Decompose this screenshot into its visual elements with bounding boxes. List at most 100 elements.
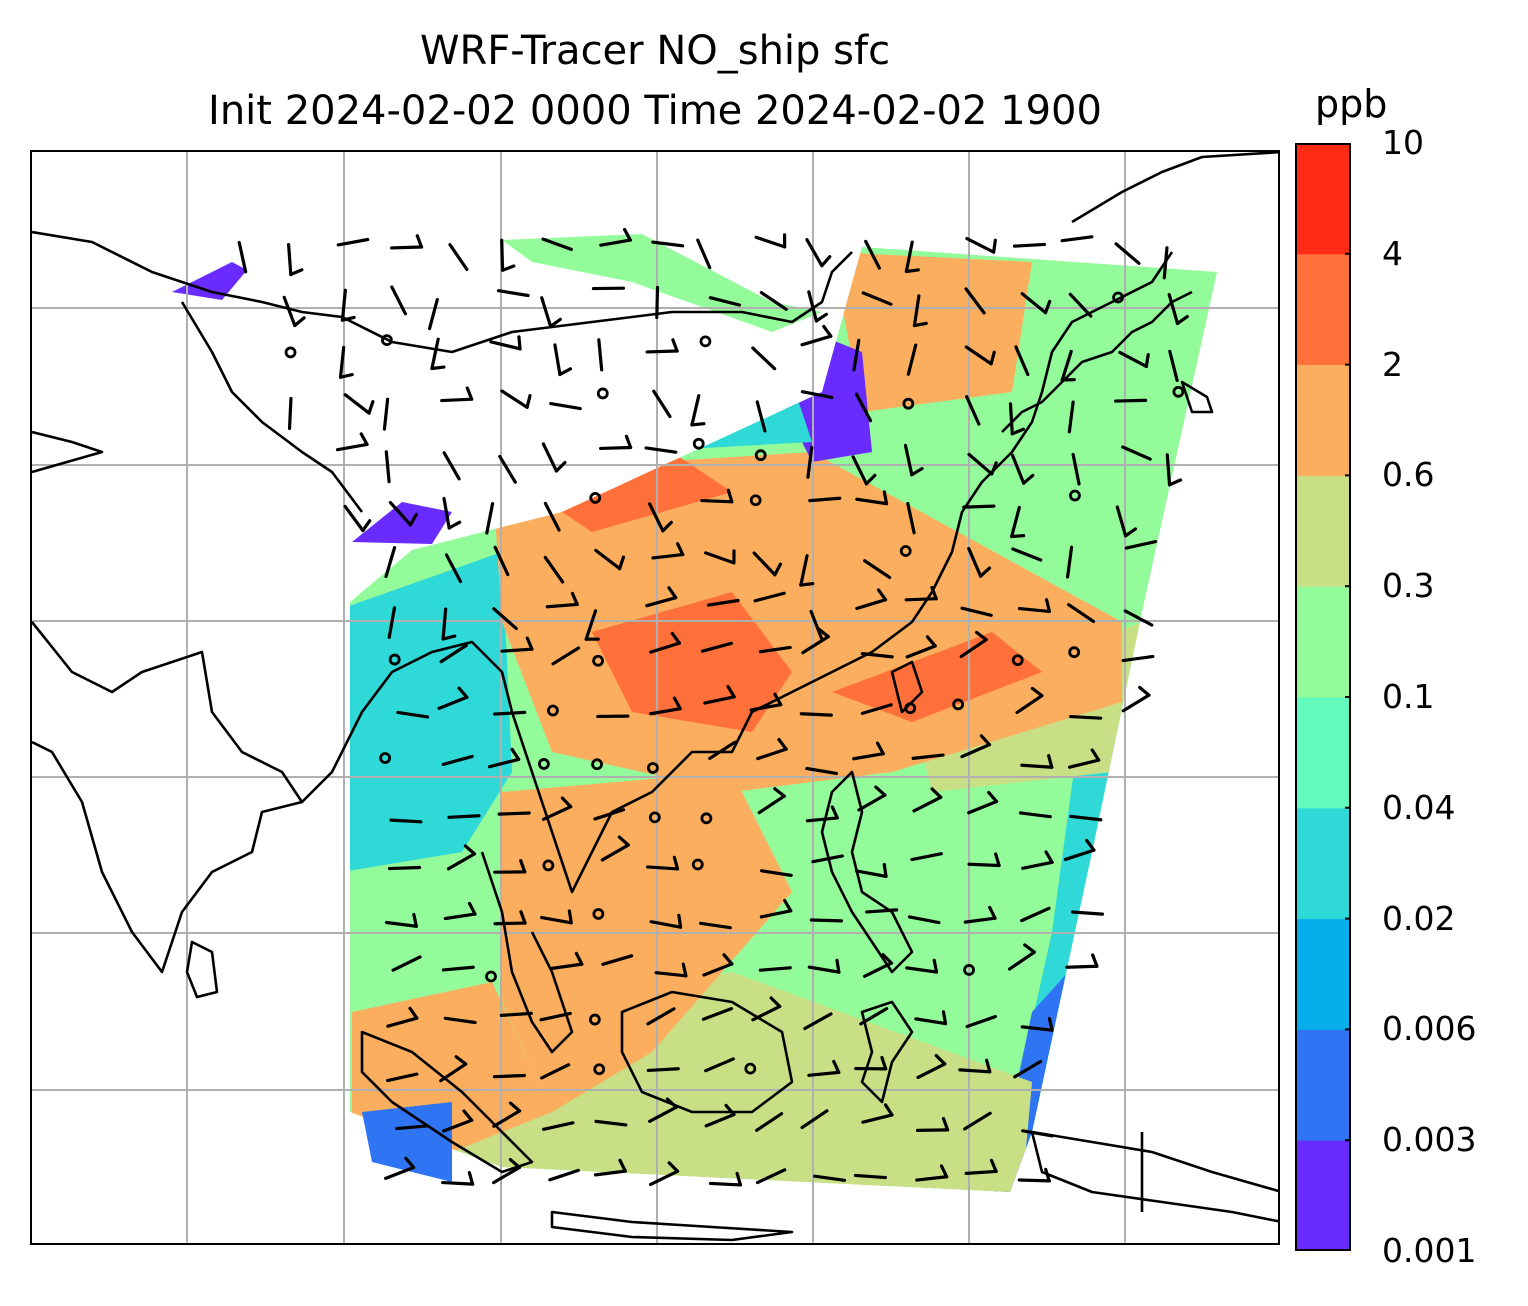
wind-barb-shaft <box>863 559 892 580</box>
wind-barb-shaft <box>800 1109 829 1130</box>
wind-barb-shaft <box>541 805 573 821</box>
calm-wind-marker <box>537 758 550 770</box>
wind-barb-flag <box>726 488 734 504</box>
calm-wind-marker <box>485 970 497 983</box>
wind-barb-shaft <box>389 818 423 824</box>
wind-barb-flag <box>882 862 888 878</box>
wind-barb-shaft <box>754 235 787 249</box>
wind-barb-shaft <box>813 1174 847 1182</box>
wind-barb-shaft <box>1060 235 1094 243</box>
wind-barb-flag <box>665 1097 678 1109</box>
coastline-sakhalin <box>1180 380 1214 414</box>
wind-barb-flag <box>519 910 527 925</box>
wind-barb-shaft <box>594 548 622 571</box>
wind-barb-shaft <box>553 343 562 377</box>
wind-barb-shaft <box>493 710 527 716</box>
calm-wind-marker <box>744 1062 757 1075</box>
wind-barb-shaft <box>441 754 474 767</box>
wind-barb-flag <box>941 1010 948 1026</box>
wind-barb-flag <box>338 372 354 379</box>
wind-barb-shaft <box>805 766 839 776</box>
wind-barb-shaft <box>699 921 732 930</box>
wind-barb-flag <box>510 747 521 761</box>
wind-barb-shaft <box>751 1004 782 1022</box>
wind-barb-shaft <box>542 1121 575 1131</box>
wind-barb-flag <box>990 461 998 476</box>
wind-barb-shaft <box>500 647 534 653</box>
wind-barb-shaft <box>859 1006 889 1026</box>
wind-barb-shaft <box>704 1112 736 1128</box>
colorbar-tick-label: 0.04 <box>1382 787 1456 827</box>
wind-barb-shaft <box>340 288 347 322</box>
wind-barb-shaft <box>700 641 733 653</box>
wind-barb-flag <box>1138 685 1151 697</box>
wind-barb-shaft <box>865 908 899 914</box>
wind-barb-shaft <box>444 553 463 584</box>
wind-barb-shaft <box>286 242 293 277</box>
wind-barb-shaft <box>906 501 916 535</box>
wind-barb-flag <box>1044 850 1054 864</box>
wind-barb-shaft <box>1014 345 1030 377</box>
wind-barb-shaft <box>540 296 553 329</box>
wind-barb-shaft <box>336 237 370 247</box>
wind-barb-shaft <box>491 1165 522 1185</box>
wind-barb-shaft <box>1070 910 1105 916</box>
wind-barb-shaft <box>646 1007 676 1026</box>
map-panel[interactable] <box>30 150 1280 1245</box>
wind-barb-shaft <box>439 643 468 664</box>
wind-barb-shaft <box>861 1113 894 1124</box>
wind-barb-shaft <box>395 1124 429 1131</box>
wind-barb-flag <box>672 855 680 871</box>
wind-barb-flag <box>519 858 527 874</box>
wind-barb-shaft <box>807 290 818 323</box>
coastline-india <box>32 621 304 974</box>
wind-barb-shaft <box>1165 453 1172 487</box>
wind-barb-shaft <box>967 799 999 815</box>
wind-barb-shaft <box>500 238 505 272</box>
wind-barb-flag <box>667 1161 680 1173</box>
wind-barb-shaft <box>1123 609 1154 627</box>
wind-barb-shaft <box>704 1057 735 1073</box>
wind-barb-shaft <box>690 394 701 427</box>
wind-barb-shaft <box>696 238 712 270</box>
wind-barb-shaft <box>492 607 518 631</box>
wind-barb-flag <box>508 1101 522 1113</box>
colorbar-tick-label: 0.001 <box>1382 1231 1477 1270</box>
wind-barb-shaft <box>854 869 888 878</box>
wind-barb-shaft <box>1067 400 1075 434</box>
calm-wind-marker <box>952 698 965 711</box>
wind-barb-flag <box>441 634 457 641</box>
wind-barb-flag <box>989 1158 998 1174</box>
tracer-band-cyan-west <box>350 552 512 872</box>
wind-barb-shaft <box>548 1168 580 1182</box>
wind-barb-flag <box>934 1053 947 1066</box>
wind-barb-shaft <box>493 545 510 577</box>
wind-barb-shaft <box>441 1180 475 1186</box>
wind-barb-shaft <box>237 240 248 274</box>
wind-barb-shaft <box>916 1062 947 1080</box>
wind-barb-flag <box>554 460 567 473</box>
wind-barb-shaft <box>648 1169 680 1187</box>
wind-barb-shaft <box>799 712 833 717</box>
wind-barb-shaft <box>963 916 997 924</box>
wind-barb-flag <box>1047 1016 1054 1032</box>
wind-barb-shaft <box>960 606 993 617</box>
wind-barb-shaft <box>540 915 573 925</box>
wind-barb-shaft <box>702 962 734 977</box>
coastline-china <box>791 251 1174 694</box>
wind-barb-shaft <box>855 497 889 506</box>
wind-barb-flag <box>567 909 573 925</box>
tracer-band-orange-scs <box>502 772 792 1112</box>
wind-barb-shaft <box>448 243 469 271</box>
wind-barb-shaft <box>335 442 369 452</box>
wind-barb-shaft <box>1018 811 1052 819</box>
wind-barb-shaft <box>905 644 937 659</box>
wind-barb-shaft <box>1067 758 1101 769</box>
wind-barb-shaft <box>447 814 481 819</box>
wind-barb-shaft <box>541 237 573 252</box>
wind-barb-shaft <box>551 646 581 666</box>
wind-barb-shaft <box>704 551 736 565</box>
wind-barb-shaft <box>654 971 688 978</box>
map-canvas[interactable] <box>32 152 1280 1245</box>
wind-barb-shaft <box>541 442 558 473</box>
